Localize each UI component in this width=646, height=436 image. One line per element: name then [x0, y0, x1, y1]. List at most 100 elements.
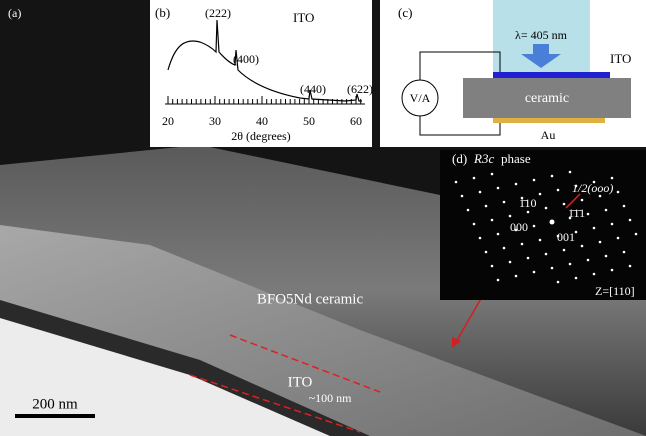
diffraction-spot [629, 265, 632, 268]
diffraction-spot [569, 171, 572, 174]
diffraction-spot [551, 267, 554, 270]
ito-layer [493, 72, 610, 78]
figure: (a) BFO5Nd ceramic ITO ~100 nm 200 nm (b… [0, 0, 646, 436]
diffraction-spot [587, 259, 590, 262]
diffraction-spot [563, 249, 566, 252]
diffraction-spot [479, 191, 482, 194]
layer-label: ITO [288, 374, 313, 390]
diffraction-spot [629, 219, 632, 222]
diffraction-spot [521, 243, 524, 246]
diffraction-spot [491, 219, 494, 222]
diffraction-spot [485, 205, 488, 208]
diffraction-spot [533, 271, 536, 274]
diffraction-spot [461, 195, 464, 198]
diffraction-spot [635, 233, 638, 236]
diffraction-spot [617, 191, 620, 194]
zone-axis: Z=[110] [595, 284, 635, 298]
panel-label: (b) [155, 5, 170, 20]
diffraction-spot [605, 209, 608, 212]
diffraction-spot [533, 179, 536, 182]
material-label: BFO5Nd ceramic [257, 291, 364, 307]
spot-label: 1/2(ooo) [572, 181, 613, 195]
x-tick-label: 20 [162, 114, 174, 128]
au-label: Au [541, 128, 556, 142]
x-tick-label: 50 [303, 114, 315, 128]
diffraction-spot [467, 209, 470, 212]
diffraction-spot [563, 203, 566, 206]
panel-label: (c) [398, 5, 412, 20]
au-layer [493, 118, 605, 123]
panel-label: (a) [8, 6, 21, 20]
phase-word: phase [501, 151, 531, 166]
diffraction-spot [497, 187, 500, 190]
scale-label: 200 nm [32, 396, 78, 412]
diffraction-spot [545, 253, 548, 256]
spot-label: 1̄10 [519, 196, 537, 210]
peak-label: (440) [300, 82, 326, 96]
diffraction-spot [527, 211, 530, 214]
diffraction-spot [515, 183, 518, 186]
diffraction-spot [533, 225, 536, 228]
x-axis-label: 2θ (degrees) [231, 129, 290, 143]
diffraction-spot [611, 269, 614, 272]
diffraction-spot [611, 177, 614, 180]
ito-label: ITO [610, 51, 631, 66]
diffraction-spot [605, 255, 608, 258]
diffraction-spot [581, 199, 584, 202]
diffraction-spot [491, 265, 494, 268]
diffraction-spot [587, 213, 590, 216]
diffraction-spot [527, 257, 530, 260]
diffraction-spot [599, 195, 602, 198]
diffraction-spot [515, 275, 518, 278]
spot-label: 1̄1̄1 [568, 206, 585, 220]
diffraction-spot [593, 273, 596, 276]
diffraction-spot [539, 239, 542, 242]
inset-d [440, 150, 646, 300]
diffraction-spot [623, 251, 626, 254]
diffraction-spot [575, 231, 578, 234]
diffraction-spot [623, 205, 626, 208]
diffraction-spot [593, 227, 596, 230]
inset-title: ITO [293, 10, 314, 25]
scale-bar [15, 414, 95, 418]
diffraction-spot [557, 281, 560, 284]
peak-label: (622) [347, 82, 373, 96]
diffraction-spot [545, 207, 548, 210]
diffraction-spot [551, 175, 554, 178]
diffraction-spot [599, 241, 602, 244]
diffraction-spot [485, 251, 488, 254]
diffraction-spot [503, 247, 506, 250]
arrow [533, 44, 549, 54]
ceramic-label: ceramic [525, 91, 569, 106]
diffraction-spot [491, 173, 494, 176]
diffraction-spot [479, 237, 482, 240]
diffraction-spot [617, 237, 620, 240]
x-tick-label: 60 [350, 114, 362, 128]
diffraction-spot [473, 223, 476, 226]
diffraction-spot [497, 279, 500, 282]
diffraction-spot [557, 189, 560, 192]
diffraction-spot [569, 263, 572, 266]
x-tick-label: 40 [256, 114, 268, 128]
diffraction-spot [581, 245, 584, 248]
diffraction-spot [550, 220, 555, 225]
meter-label: V/A [410, 91, 431, 105]
peak-label: (400) [233, 52, 259, 66]
diffraction-spot [455, 181, 458, 184]
peak-label: (222) [205, 6, 231, 20]
diffraction-spot [473, 177, 476, 180]
panel-label: (d) [452, 151, 467, 166]
spot-label: 000 [510, 220, 528, 234]
thickness-label: ~100 nm [309, 391, 352, 405]
diffraction-spot [497, 233, 500, 236]
diffraction-spot [509, 215, 512, 218]
diffraction-spot [539, 193, 542, 196]
phase-symbol: R3c [473, 151, 494, 166]
x-tick-label: 30 [209, 114, 221, 128]
diffraction-spot [575, 277, 578, 280]
spot-label: 001 [557, 230, 575, 244]
diffraction-spot [509, 261, 512, 264]
diffraction-spot [503, 201, 506, 204]
light-label: λ= 405 nm [515, 28, 568, 42]
diffraction-spot [611, 223, 614, 226]
